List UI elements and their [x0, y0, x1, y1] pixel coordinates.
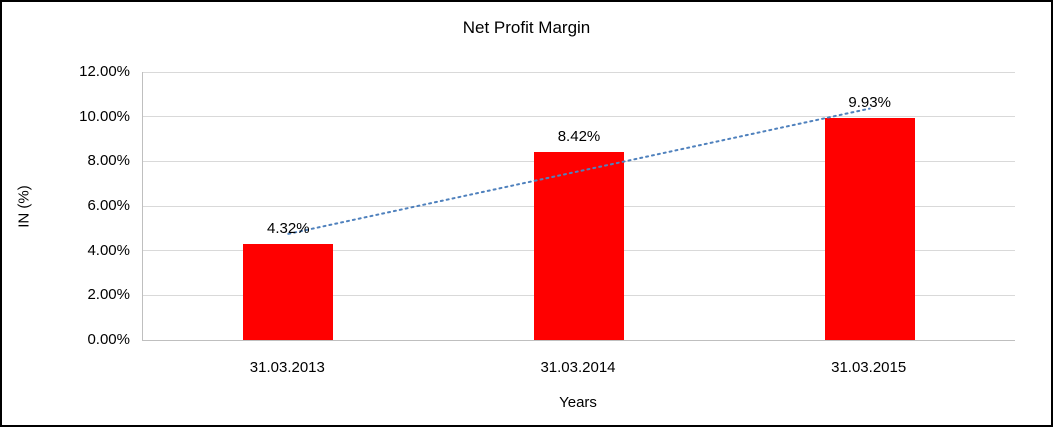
y-tick-label: 6.00% — [87, 197, 130, 214]
x-tick-label: 31.03.2015 — [831, 359, 907, 376]
y-tick-label: 12.00% — [79, 63, 130, 80]
y-tick-label: 10.00% — [79, 107, 130, 125]
y-tick-label: 8.00% — [87, 152, 130, 170]
bar-value-label: 9.93% — [848, 94, 891, 112]
bar-value-label: 8.42% — [557, 127, 601, 145]
y-tick-label: 2.00% — [87, 286, 130, 304]
x-tick-label: 31.03.2013 — [249, 359, 325, 376]
y-tick-label: 0.00% — [87, 331, 130, 348]
data-label-layer: 4.32% 8.42% 9.93% — [143, 72, 1015, 340]
x-tick-label: 31.03.2014 — [540, 359, 616, 376]
gridline — [143, 71, 1015, 73]
bar-value-label: 4.32% — [267, 219, 310, 237]
bar — [534, 151, 624, 340]
gridline — [143, 116, 1015, 118]
x-axis-title: Years — [559, 394, 597, 411]
bar — [243, 243, 334, 340]
chart-title: Net Profit Margin — [462, 18, 591, 37]
bar — [824, 118, 915, 340]
y-tick-label: 4.00% — [87, 241, 130, 259]
plot-area: 4.32% 8.42% 9.93% — [142, 71, 1015, 341]
bar-layer — [143, 72, 1015, 340]
